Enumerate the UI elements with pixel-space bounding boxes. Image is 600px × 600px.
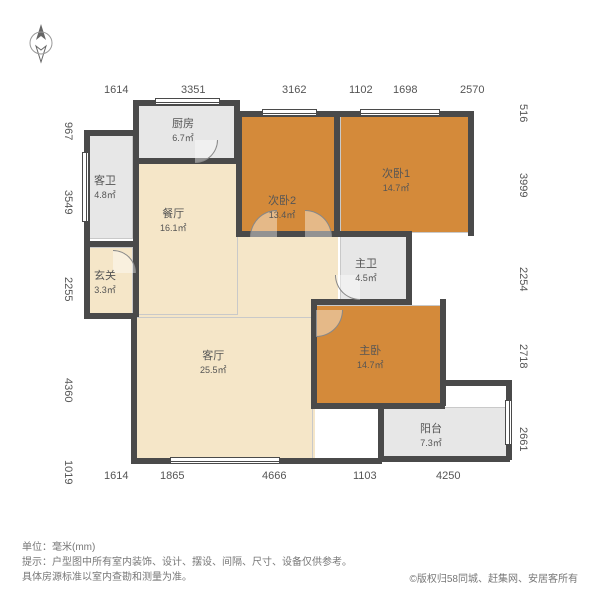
dimension-label: 2255	[62, 277, 74, 301]
footer-note1: 提示：户型图中所有室内装饰、设计、摆设、间隔、尺寸、设备仅供参考。	[22, 555, 352, 570]
footer-note2: 具体房源标准以室内查勘和测量为准。	[22, 570, 352, 585]
wall-segment	[133, 161, 139, 317]
wall-segment	[131, 313, 137, 464]
room-balcony	[380, 407, 510, 460]
wall-segment	[378, 456, 510, 462]
dimension-label: 2254	[517, 267, 529, 291]
dimension-label: 2718	[517, 344, 529, 368]
window	[262, 109, 317, 116]
dimension-label: 1614	[104, 84, 128, 96]
dimension-label: 967	[62, 122, 74, 140]
room-dining	[135, 162, 238, 315]
room-label-bath1: 主卫4.5㎡	[355, 258, 377, 286]
room-label-bath2: 客卫4.8㎡	[94, 175, 116, 203]
room-label-bed2: 次卧213.4㎡	[268, 195, 296, 223]
copyright-text: ©版权归58同城、赶集网、安居客所有	[410, 570, 579, 585]
room-label-dining: 餐厅16.1㎡	[160, 208, 187, 236]
dimension-label: 3162	[282, 84, 306, 96]
window	[155, 98, 220, 105]
dimension-label: 1865	[160, 470, 184, 482]
wall-segment	[440, 299, 446, 406]
wall-segment	[406, 231, 412, 305]
wall-segment	[84, 130, 133, 136]
dimension-label: 1698	[393, 84, 417, 96]
window	[360, 109, 440, 116]
room-label-foyer: 玄关3.3㎡	[94, 270, 116, 298]
dimension-label: 4250	[436, 470, 460, 482]
room-label-balcony: 阳台7.3㎡	[420, 423, 442, 451]
room-label-bed1: 次卧114.7㎡	[382, 168, 410, 196]
wall-segment	[334, 111, 340, 235]
floor-plan-stage: 1614 3351 3162 1102 1698 2570 1614 1865 4666 110…	[0, 0, 600, 600]
living-underlay-2	[236, 235, 338, 305]
room-label-kitchen: 厨房6.7㎡	[172, 118, 194, 146]
footer-notes: 单位：毫米(mm) 提示：户型图中所有室内装饰、设计、摆设、间隔、尺寸、设备仅供…	[22, 540, 352, 585]
wall-segment	[133, 100, 139, 161]
wall-segment	[309, 458, 382, 464]
footer-unit: 单位：毫米(mm)	[22, 540, 352, 555]
dimension-label: 3999	[517, 173, 529, 197]
dimension-label: 516	[517, 104, 529, 122]
wall-segment	[84, 241, 133, 247]
dimension-label: 1102	[349, 84, 373, 96]
dimension-label: 2661	[517, 427, 529, 451]
room-label-master: 主卧14.7㎡	[357, 345, 384, 373]
dimension-label: 1614	[104, 470, 128, 482]
wall-segment	[311, 299, 338, 305]
window	[170, 457, 280, 464]
window	[82, 152, 89, 222]
dimension-label: 2570	[460, 84, 484, 96]
wall-segment	[446, 380, 510, 386]
wall-segment	[336, 299, 412, 305]
wall-segment	[236, 111, 242, 236]
wall-segment	[133, 158, 240, 164]
room-living	[135, 317, 313, 462]
dimension-label: 1019	[62, 460, 74, 484]
dimension-label: 4360	[62, 378, 74, 402]
wall-segment	[84, 313, 137, 319]
dimension-label: 4666	[262, 470, 286, 482]
room-label-living: 客厅25.5㎡	[200, 350, 227, 378]
dimension-label: 3351	[181, 84, 205, 96]
wall-segment	[378, 403, 384, 460]
window	[505, 400, 512, 445]
wall-segment	[468, 111, 474, 236]
dimension-label: 3549	[62, 190, 74, 214]
dimension-label: 1103	[353, 470, 377, 482]
compass-icon	[26, 22, 56, 64]
